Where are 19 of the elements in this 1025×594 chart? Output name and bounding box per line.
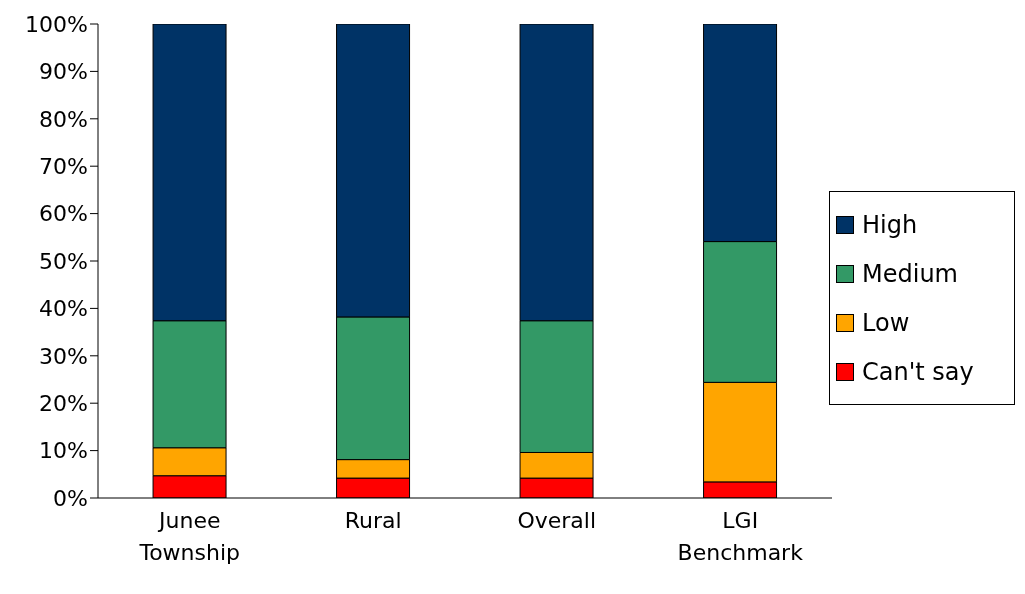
x-tick-label: Rural [344, 508, 402, 533]
y-tick-label: 90% [39, 59, 88, 85]
y-tick-label: 20% [39, 391, 88, 417]
legend-label: Can't say [862, 357, 974, 386]
y-tick-label: 60% [39, 201, 88, 227]
y-tick-label: 70% [39, 154, 88, 180]
y-tick-label: 80% [39, 106, 88, 132]
y-tick-label: 100% [25, 11, 88, 37]
legend-label: Low [862, 308, 910, 337]
x-tick-label: Junee Township [138, 508, 241, 565]
legend-label: Medium [862, 259, 958, 288]
y-tick-label: 0% [53, 485, 88, 511]
x-tick-label: LGI Benchmark [677, 508, 804, 565]
y-tick-label: 40% [39, 296, 88, 322]
y-tick-label: 50% [39, 248, 88, 274]
x-tick-label: Overall [517, 508, 597, 533]
y-tick-label: 30% [39, 343, 88, 369]
legend-label: High [862, 210, 918, 239]
y-tick-label: 10% [39, 438, 88, 464]
